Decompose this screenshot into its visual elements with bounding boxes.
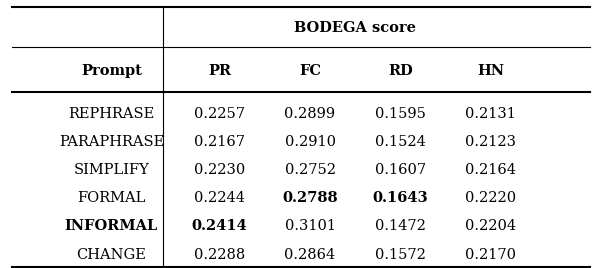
Text: 0.2414: 0.2414: [192, 219, 247, 233]
Text: FC: FC: [299, 64, 321, 78]
Text: 0.1643: 0.1643: [373, 191, 428, 205]
Text: REPHRASE: REPHRASE: [68, 107, 155, 121]
Text: 0.2257: 0.2257: [194, 107, 245, 121]
Text: 0.2288: 0.2288: [194, 248, 246, 262]
Text: 0.2899: 0.2899: [285, 107, 335, 121]
Text: 0.2244: 0.2244: [194, 191, 245, 205]
Text: 0.2864: 0.2864: [284, 248, 336, 262]
Text: 0.1472: 0.1472: [375, 219, 426, 233]
Text: FORMAL: FORMAL: [77, 191, 146, 205]
Text: 0.2788: 0.2788: [282, 191, 338, 205]
Text: PARAPHRASE: PARAPHRASE: [59, 135, 164, 149]
Text: 0.1524: 0.1524: [375, 135, 426, 149]
Text: 0.2170: 0.2170: [465, 248, 516, 262]
Text: 0.1595: 0.1595: [375, 107, 426, 121]
Text: SIMPLIFY: SIMPLIFY: [73, 163, 149, 177]
Text: 0.2123: 0.2123: [465, 135, 516, 149]
Text: 0.2910: 0.2910: [285, 135, 335, 149]
Text: Prompt: Prompt: [81, 64, 142, 78]
Text: BODEGA score: BODEGA score: [294, 21, 416, 35]
Text: 0.3101: 0.3101: [285, 219, 335, 233]
Text: 0.1572: 0.1572: [375, 248, 426, 262]
Text: 0.2220: 0.2220: [465, 191, 516, 205]
Text: HN: HN: [477, 64, 504, 78]
Text: 0.2131: 0.2131: [465, 107, 516, 121]
Text: INFORMAL: INFORMAL: [65, 219, 158, 233]
Text: 0.1607: 0.1607: [375, 163, 426, 177]
Text: 0.2230: 0.2230: [194, 163, 246, 177]
Text: CHANGE: CHANGE: [76, 248, 146, 262]
Text: RD: RD: [388, 64, 413, 78]
Text: 0.2164: 0.2164: [465, 163, 516, 177]
Text: PR: PR: [208, 64, 231, 78]
Text: 0.2204: 0.2204: [465, 219, 516, 233]
Text: 0.2167: 0.2167: [194, 135, 245, 149]
Text: 0.2752: 0.2752: [285, 163, 335, 177]
